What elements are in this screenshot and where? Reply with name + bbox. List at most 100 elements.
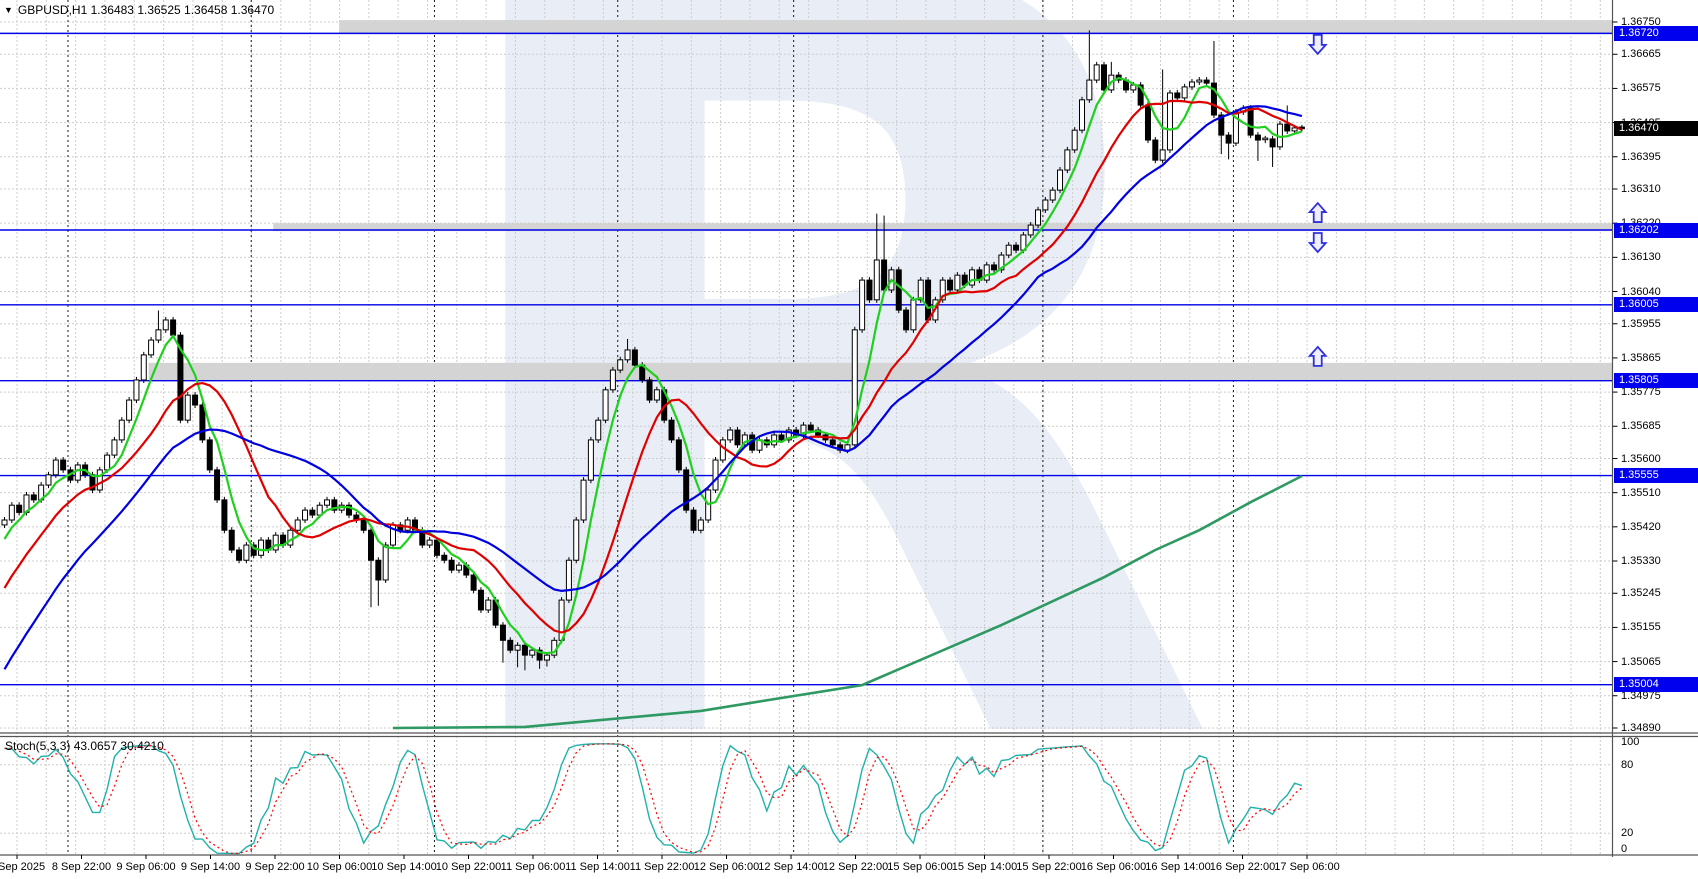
time-axis-label[interactable]: 15 Sep 06:00 xyxy=(887,861,953,873)
candle-body xyxy=(1013,244,1020,251)
price-tick-label: 1.36750 xyxy=(1621,16,1661,28)
collapse-icon[interactable]: ▼ xyxy=(4,5,13,15)
price-tick-label: 1.36395 xyxy=(1621,150,1661,163)
down-signal-arrow[interactable] xyxy=(1307,33,1328,56)
candle-body xyxy=(1093,64,1100,81)
candle-body xyxy=(1262,137,1269,141)
candle-body xyxy=(30,494,37,501)
candle-body xyxy=(1,519,8,526)
candle-body xyxy=(177,334,184,421)
candle-body xyxy=(851,329,858,446)
time-axis-label[interactable]: 17 Sep 06:00 xyxy=(1274,861,1340,873)
time-axis-label[interactable]: 9 Sep 06:00 xyxy=(116,861,176,873)
candle-body xyxy=(646,379,653,401)
time-axis-label[interactable]: 15 Sep 14:00 xyxy=(951,861,1018,873)
candle-body xyxy=(947,279,954,291)
supply-demand-zone[interactable] xyxy=(148,362,1613,382)
candle-body xyxy=(807,424,814,431)
time-axis-label[interactable]: 11 Sep 22:00 xyxy=(629,861,695,873)
candle-body xyxy=(778,434,785,441)
candle-body xyxy=(287,529,294,546)
candle-body xyxy=(1086,79,1093,101)
time-axis-label[interactable]: 11 Sep 14:00 xyxy=(565,861,630,873)
time-axis-label[interactable]: 16 Sep 14:00 xyxy=(1145,861,1211,873)
time-axis-label[interactable]: 11 Sep 06:00 xyxy=(500,861,566,873)
price-tick-label: 1.35685 xyxy=(1621,420,1661,433)
level-price-label[interactable]: 1.36720 xyxy=(1614,25,1698,41)
candle-body xyxy=(258,539,265,556)
candle-body xyxy=(1210,82,1217,116)
up-signal-arrow[interactable] xyxy=(1307,201,1328,223)
price-tick-label: 1.35065 xyxy=(1621,655,1661,668)
time-axis-label[interactable]: 8 Sep 2025 xyxy=(0,861,46,873)
candle-body xyxy=(104,454,111,471)
trendline[interactable] xyxy=(392,474,1303,730)
candle-body xyxy=(690,509,697,531)
level-price-label[interactable]: 1.36202 xyxy=(1614,222,1698,238)
stochastic-indicator-label: Stoch(5,3,3) 43.0657 30.4210 xyxy=(5,739,164,753)
time-axis-label[interactable]: 10 Sep 22:00 xyxy=(435,861,502,873)
candle-body xyxy=(514,644,521,651)
stoch-level-label: 0 xyxy=(1621,843,1628,855)
time-axis-label[interactable]: 16 Sep 22:00 xyxy=(1209,861,1276,873)
candle-body xyxy=(52,459,59,476)
time-axis-label[interactable]: 10 Sep 06:00 xyxy=(306,861,373,873)
candle-body xyxy=(485,599,492,611)
supply-demand-zone[interactable] xyxy=(339,20,1613,34)
level-price-label[interactable]: 1.35555 xyxy=(1614,468,1698,484)
candle-body xyxy=(1174,92,1181,99)
time-axis-label[interactable]: 12 Sep 06:00 xyxy=(693,861,760,873)
time-axis-label[interactable]: 12 Sep 22:00 xyxy=(822,861,889,873)
candle-body xyxy=(140,354,147,381)
candle-body xyxy=(1254,134,1261,141)
candle-body xyxy=(529,649,536,656)
candle-body xyxy=(573,519,580,561)
level-price-label[interactable]: 1.35004 xyxy=(1614,677,1698,693)
time-axis-label[interactable]: 16 Sep 06:00 xyxy=(1080,861,1147,873)
candle-body xyxy=(228,529,235,551)
candle-body xyxy=(595,419,602,441)
candle-body xyxy=(192,394,199,406)
level-price-label[interactable]: 1.35805 xyxy=(1614,373,1698,389)
price-tick-label: 1.34975 xyxy=(1621,689,1661,702)
candle-body xyxy=(609,369,616,391)
time-axis-label[interactable]: 15 Sep 22:00 xyxy=(1016,861,1082,873)
supply-demand-zone[interactable] xyxy=(273,223,1613,232)
up-signal-arrow[interactable] xyxy=(1307,345,1328,367)
time-axis-label[interactable]: 12 Sep 14:00 xyxy=(758,861,824,873)
candle-body xyxy=(214,469,221,501)
candle-body xyxy=(1225,134,1232,144)
stoch-level-label: 80 xyxy=(1621,758,1634,771)
price-tick-label: 1.35775 xyxy=(1621,386,1661,399)
stochastic-signal-line xyxy=(4,743,1303,855)
candle-body xyxy=(719,439,726,461)
time-axis-label[interactable]: 10 Sep 14:00 xyxy=(371,861,437,873)
candle-body xyxy=(16,504,23,513)
candle-body xyxy=(683,469,690,511)
candle-body xyxy=(602,389,609,421)
time-axis-label[interactable]: 8 Sep 22:00 xyxy=(51,861,112,873)
candle-body xyxy=(309,509,316,516)
candle-body xyxy=(1291,127,1298,132)
level-price-label[interactable]: 1.36005 xyxy=(1614,297,1698,313)
candle-body xyxy=(521,644,528,656)
candle-body xyxy=(727,429,734,441)
down-signal-arrow[interactable] xyxy=(1307,232,1328,254)
candle-body xyxy=(969,269,976,286)
candle-body xyxy=(382,544,389,581)
time-axis-label[interactable]: 9 Sep 14:00 xyxy=(180,861,241,873)
price-tick-label: 1.36665 xyxy=(1621,48,1661,61)
candle-body xyxy=(1144,104,1151,141)
candle-body xyxy=(184,394,191,421)
candle-body xyxy=(785,429,792,441)
candle-body xyxy=(470,574,477,591)
price-tick-label: 1.35865 xyxy=(1621,351,1661,364)
candle-body xyxy=(925,279,932,321)
stoch-level-label: 100 xyxy=(1621,736,1640,748)
candle-body xyxy=(346,504,353,516)
time-axis-label[interactable]: 9 Sep 22:00 xyxy=(245,861,305,873)
candle-body xyxy=(302,509,309,521)
candle-body xyxy=(455,564,462,571)
candle-body xyxy=(1181,86,1188,99)
